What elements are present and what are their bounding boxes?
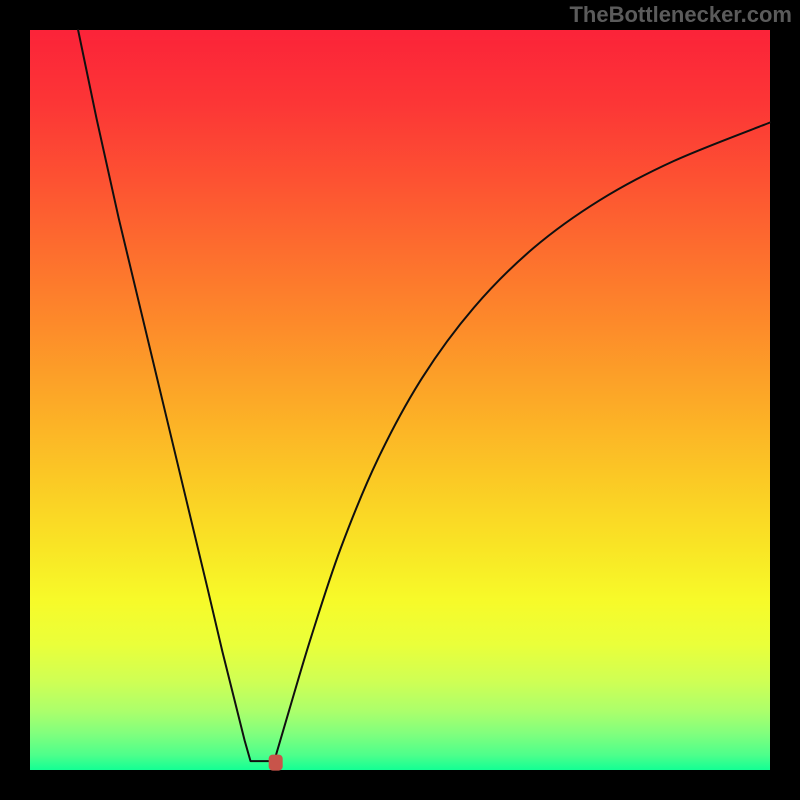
watermark-text: TheBottlenecker.com <box>569 2 792 28</box>
optimal-marker <box>269 755 283 771</box>
plot-area <box>30 30 770 770</box>
bottleneck-chart: TheBottlenecker.com <box>0 0 800 800</box>
chart-svg <box>0 0 800 800</box>
